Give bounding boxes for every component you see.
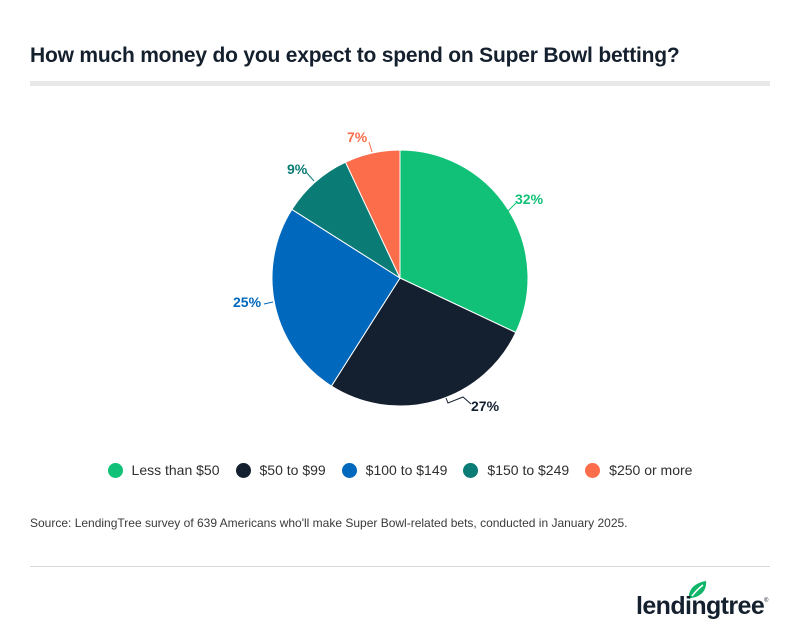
legend-dot-icon	[235, 462, 251, 478]
leader-line	[263, 301, 274, 305]
legend-item-250-or-more: $250 or more	[585, 462, 692, 478]
label-leader-lines	[263, 141, 517, 405]
slice-label-less-than-50: 32%	[515, 191, 544, 207]
slice-label-150-to-249: 9%	[287, 161, 308, 177]
legend-dot-icon	[585, 462, 601, 478]
source-note: Source: LendingTree survey of 639 Americ…	[30, 516, 628, 530]
chart-legend: Less than $50 $50 to $99 $100 to $149 $1…	[0, 462, 800, 478]
pie-slice	[271, 208, 401, 387]
slice-label-100-to-149: 25%	[233, 294, 262, 310]
legend-label: $250 or more	[609, 462, 693, 478]
leader-line	[305, 171, 315, 182]
pie-chart-svg: 32% 27% 25% 9% 7%	[233, 129, 544, 414]
registered-mark: ®	[764, 598, 769, 604]
legend-label: $100 to $149	[365, 462, 448, 478]
leader-line	[445, 396, 472, 405]
slice-label-50-to-99: 27%	[471, 398, 500, 414]
footer-divider	[30, 566, 770, 567]
legend-item-50-to-99: $50 to $99	[235, 462, 326, 478]
legend-label: Less than $50	[131, 462, 220, 478]
pie-slice	[344, 149, 401, 279]
title-divider	[30, 81, 770, 86]
legend-item-100-to-149: $100 to $149	[341, 462, 448, 478]
pie-chart: 32% 27% 25% 9% 7%	[233, 129, 544, 414]
slice-label-250-or-more: 7%	[347, 129, 368, 145]
leader-line	[506, 202, 517, 213]
leaf-icon	[688, 581, 707, 599]
legend-dot-icon	[463, 462, 479, 478]
chart-title: How much money do you expect to spend on…	[30, 44, 680, 67]
legend-item-150-to-249: $150 to $249	[463, 462, 569, 478]
legend-dot-icon	[107, 462, 123, 478]
legend-dot-icon	[341, 462, 357, 478]
lendingtree-logo: lendingtree ®	[636, 580, 776, 624]
legend-label: $50 to $99	[259, 462, 326, 478]
logo-wordmark: lendingtree	[636, 592, 765, 620]
pie-slice	[330, 277, 517, 407]
legend-item-less-than-50: Less than $50	[107, 462, 220, 478]
legend-label: $150 to $249	[487, 462, 570, 478]
pie-slices	[271, 149, 529, 407]
pie-slice	[399, 149, 529, 334]
leader-line	[368, 141, 373, 153]
